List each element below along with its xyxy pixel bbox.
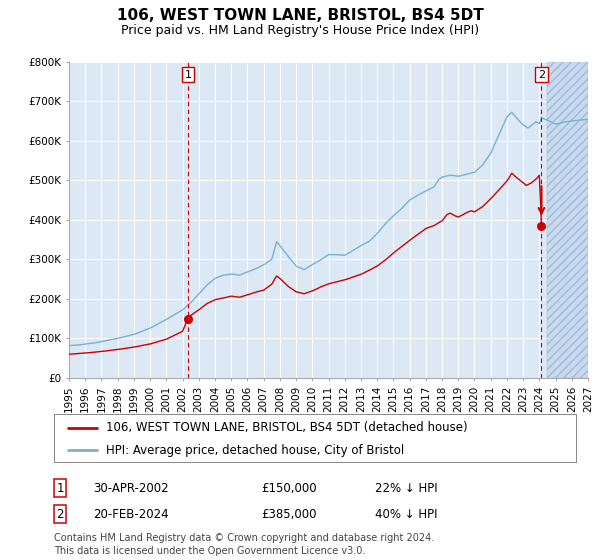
Bar: [547, 62, 588, 378]
Text: 40% ↓ HPI: 40% ↓ HPI: [375, 507, 437, 521]
Text: 2: 2: [538, 69, 545, 80]
Text: 1: 1: [56, 482, 64, 495]
Text: 20-FEB-2024: 20-FEB-2024: [93, 507, 169, 521]
Text: £150,000: £150,000: [261, 482, 317, 495]
Text: 106, WEST TOWN LANE, BRISTOL, BS4 5DT (detached house): 106, WEST TOWN LANE, BRISTOL, BS4 5DT (d…: [106, 421, 468, 434]
Text: £385,000: £385,000: [261, 507, 317, 521]
Text: 106, WEST TOWN LANE, BRISTOL, BS4 5DT: 106, WEST TOWN LANE, BRISTOL, BS4 5DT: [116, 8, 484, 24]
Text: 1: 1: [184, 69, 191, 80]
Text: Contains HM Land Registry data © Crown copyright and database right 2024.
This d: Contains HM Land Registry data © Crown c…: [54, 533, 434, 556]
Text: 22% ↓ HPI: 22% ↓ HPI: [375, 482, 437, 495]
Text: Price paid vs. HM Land Registry's House Price Index (HPI): Price paid vs. HM Land Registry's House …: [121, 24, 479, 36]
Text: 30-APR-2002: 30-APR-2002: [93, 482, 169, 495]
Text: HPI: Average price, detached house, City of Bristol: HPI: Average price, detached house, City…: [106, 444, 404, 456]
Text: 2: 2: [56, 507, 64, 521]
